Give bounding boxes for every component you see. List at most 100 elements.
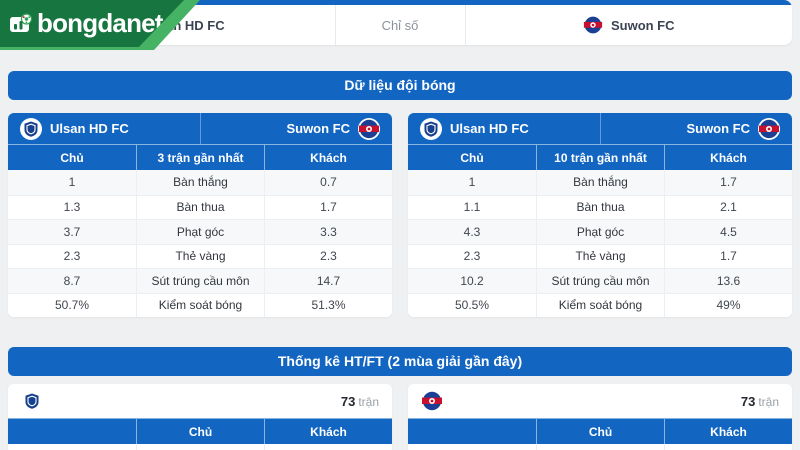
stat-label: Phạt góc xyxy=(136,220,264,244)
home-value: 2.3 xyxy=(463,249,481,264)
suwon-logo-icon xyxy=(358,118,380,140)
stats-rows: 1 Bàn thắng 1.7 1.1 Bàn thua 2.1 4.3 Phạ… xyxy=(408,170,792,317)
home-value: 50.7% xyxy=(54,298,90,313)
stat-label: Bàn thua xyxy=(136,195,264,219)
home-value: 8.7 xyxy=(63,273,81,288)
stat-label: Bàn thắng xyxy=(136,170,264,195)
htft-team-line: 73 trận xyxy=(8,384,392,418)
col-home: Chủ xyxy=(136,419,264,444)
home-value: 1.1 xyxy=(463,200,481,215)
home-value: 4.3 xyxy=(463,224,481,239)
card-team-row: Ulsan HD FC Suwon FC xyxy=(408,113,792,144)
col-home: Chủ xyxy=(460,150,484,165)
matches-number: 73 xyxy=(740,393,756,409)
stat-label: Bàn thắng xyxy=(536,170,664,195)
logo-wordmark: bongdanet xyxy=(37,8,163,38)
matches-count: 73 trận xyxy=(341,394,379,409)
home-value: 2.3 xyxy=(63,249,81,264)
away-value: 51.3% xyxy=(264,293,392,317)
stat-label: Sút trúng cầu môn xyxy=(536,269,664,293)
table-row: 2.3 Thẻ vàng 2.3 xyxy=(8,243,392,268)
stat-label: Phạt góc xyxy=(536,220,664,244)
table-row: 1.1 Bàn thua 2.1 xyxy=(408,194,792,219)
home-team-cell: Ulsan HD FC xyxy=(408,113,600,144)
away-value: 1.7 xyxy=(264,195,392,219)
col-period: 10 trận gần nhất xyxy=(536,145,664,170)
away-value: 2.3 xyxy=(264,244,392,268)
away-team-label: Suwon FC xyxy=(286,121,350,136)
tab-away-team[interactable]: Suwon FC xyxy=(466,5,793,45)
table-row: 2.3 Thẻ vàng 1.7 xyxy=(408,243,792,268)
stat-label: Bàn thua xyxy=(536,195,664,219)
table-row: 1.3 Bàn thua 1.7 xyxy=(8,194,392,219)
team-data-card-10-games: Ulsan HD FC Suwon FC Chủ 10 trận gần nhấ… xyxy=(408,113,792,317)
away-value: 1.7 xyxy=(664,244,792,268)
stat-label: Thẻ vàng xyxy=(536,244,664,268)
away-team-name: Suwon FC xyxy=(610,17,675,33)
home-team-label: Ulsan HD FC xyxy=(50,121,129,136)
away-value: 1.7 xyxy=(664,170,792,195)
bongdanet-chart-ball-icon xyxy=(9,13,33,35)
away-team-label: Suwon FC xyxy=(686,121,750,136)
table-row: 50.7% Kiểm soát bóng 51.3% xyxy=(8,292,392,317)
table-row: 1 Bàn thắng 1.7 xyxy=(408,170,792,195)
suwon-logo-icon xyxy=(758,118,780,140)
home-value: 1.3 xyxy=(63,200,81,215)
htft-column-header: Chủ Khách xyxy=(408,418,792,444)
ulsan-logo-icon xyxy=(21,390,43,412)
away-team-cell: Suwon FC xyxy=(199,113,393,144)
col-home: Chủ xyxy=(536,419,664,444)
home-value: 10.2 xyxy=(460,273,484,288)
htft-cards-row: 73 trận Chủ Khách 73 trận Chủ Khách xyxy=(8,384,792,450)
table-row: 1 Bàn thắng 0.7 xyxy=(8,170,392,195)
col-away: Khách xyxy=(264,145,392,170)
match-header-top-strip xyxy=(8,0,792,5)
home-team-cell: Ulsan HD FC xyxy=(8,113,200,144)
away-value: 3.3 xyxy=(264,220,392,244)
stats-column-header: Chủ 3 trận gần nhất Khách xyxy=(8,144,392,170)
away-value: 14.7 xyxy=(264,269,392,293)
matches-number: 73 xyxy=(340,393,356,409)
matches-count: 73 trận xyxy=(741,394,779,409)
htft-card-home: 73 trận Chủ Khách xyxy=(8,384,392,450)
team-data-card-3-games: Ulsan HD FC Suwon FC Chủ 3 trận gần nhất… xyxy=(8,113,392,317)
col-away: Khách xyxy=(264,419,392,444)
stat-label: Kiểm soát bóng xyxy=(136,293,264,317)
section-title-team-data: Dữ liệu đội bóng xyxy=(8,71,792,100)
table-row: 10.2 Sút trúng cầu môn 13.6 xyxy=(408,268,792,293)
section-title-htft: Thống kê HT/FT (2 mùa giải gần đây) xyxy=(8,347,792,376)
htft-rows-cropped xyxy=(408,444,792,450)
col-home: Chủ xyxy=(60,150,84,165)
away-value: 0.7 xyxy=(264,170,392,195)
stat-label: Thẻ vàng xyxy=(136,244,264,268)
table-row: 50.5% Kiểm soát bóng 49% xyxy=(408,292,792,317)
away-value: 2.1 xyxy=(664,195,792,219)
stats-column-header: Chủ 10 trận gần nhất Khách xyxy=(408,144,792,170)
home-value: 1 xyxy=(68,175,76,190)
ulsan-logo-icon xyxy=(420,118,442,140)
card-team-row: Ulsan HD FC Suwon FC xyxy=(8,113,392,144)
htft-column-header: Chủ Khách xyxy=(8,418,392,444)
away-value: 13.6 xyxy=(664,269,792,293)
home-value: 1 xyxy=(468,175,476,190)
stat-label: Kiểm soát bóng xyxy=(536,293,664,317)
htft-team-line: 73 trận xyxy=(408,384,792,418)
matches-unit: trận xyxy=(758,394,779,409)
col-period: 3 trận gần nhất xyxy=(136,145,264,170)
away-team-cell: Suwon FC xyxy=(599,113,793,144)
tab-chi-so[interactable]: Chỉ số xyxy=(334,5,466,45)
matches-unit: trận xyxy=(358,394,379,409)
table-row: 8.7 Sút trúng cầu môn 14.7 xyxy=(8,268,392,293)
htft-rows-cropped xyxy=(8,444,392,450)
stat-label: Sút trúng cầu môn xyxy=(136,269,264,293)
team-data-cards-row: Ulsan HD FC Suwon FC Chủ 3 trận gần nhất… xyxy=(8,113,792,317)
ulsan-logo-icon xyxy=(20,118,42,140)
home-team-label: Ulsan HD FC xyxy=(450,121,529,136)
away-value: 49% xyxy=(664,293,792,317)
stats-rows: 1 Bàn thắng 0.7 1.3 Bàn thua 1.7 3.7 Phạ… xyxy=(8,170,392,317)
htft-card-away: 73 trận Chủ Khách xyxy=(408,384,792,450)
away-value: 4.5 xyxy=(664,220,792,244)
bongdanet-logo[interactable]: bongdanet xyxy=(0,0,202,51)
table-row: 4.3 Phạt góc 4.5 xyxy=(408,219,792,244)
home-value: 50.5% xyxy=(454,298,490,313)
